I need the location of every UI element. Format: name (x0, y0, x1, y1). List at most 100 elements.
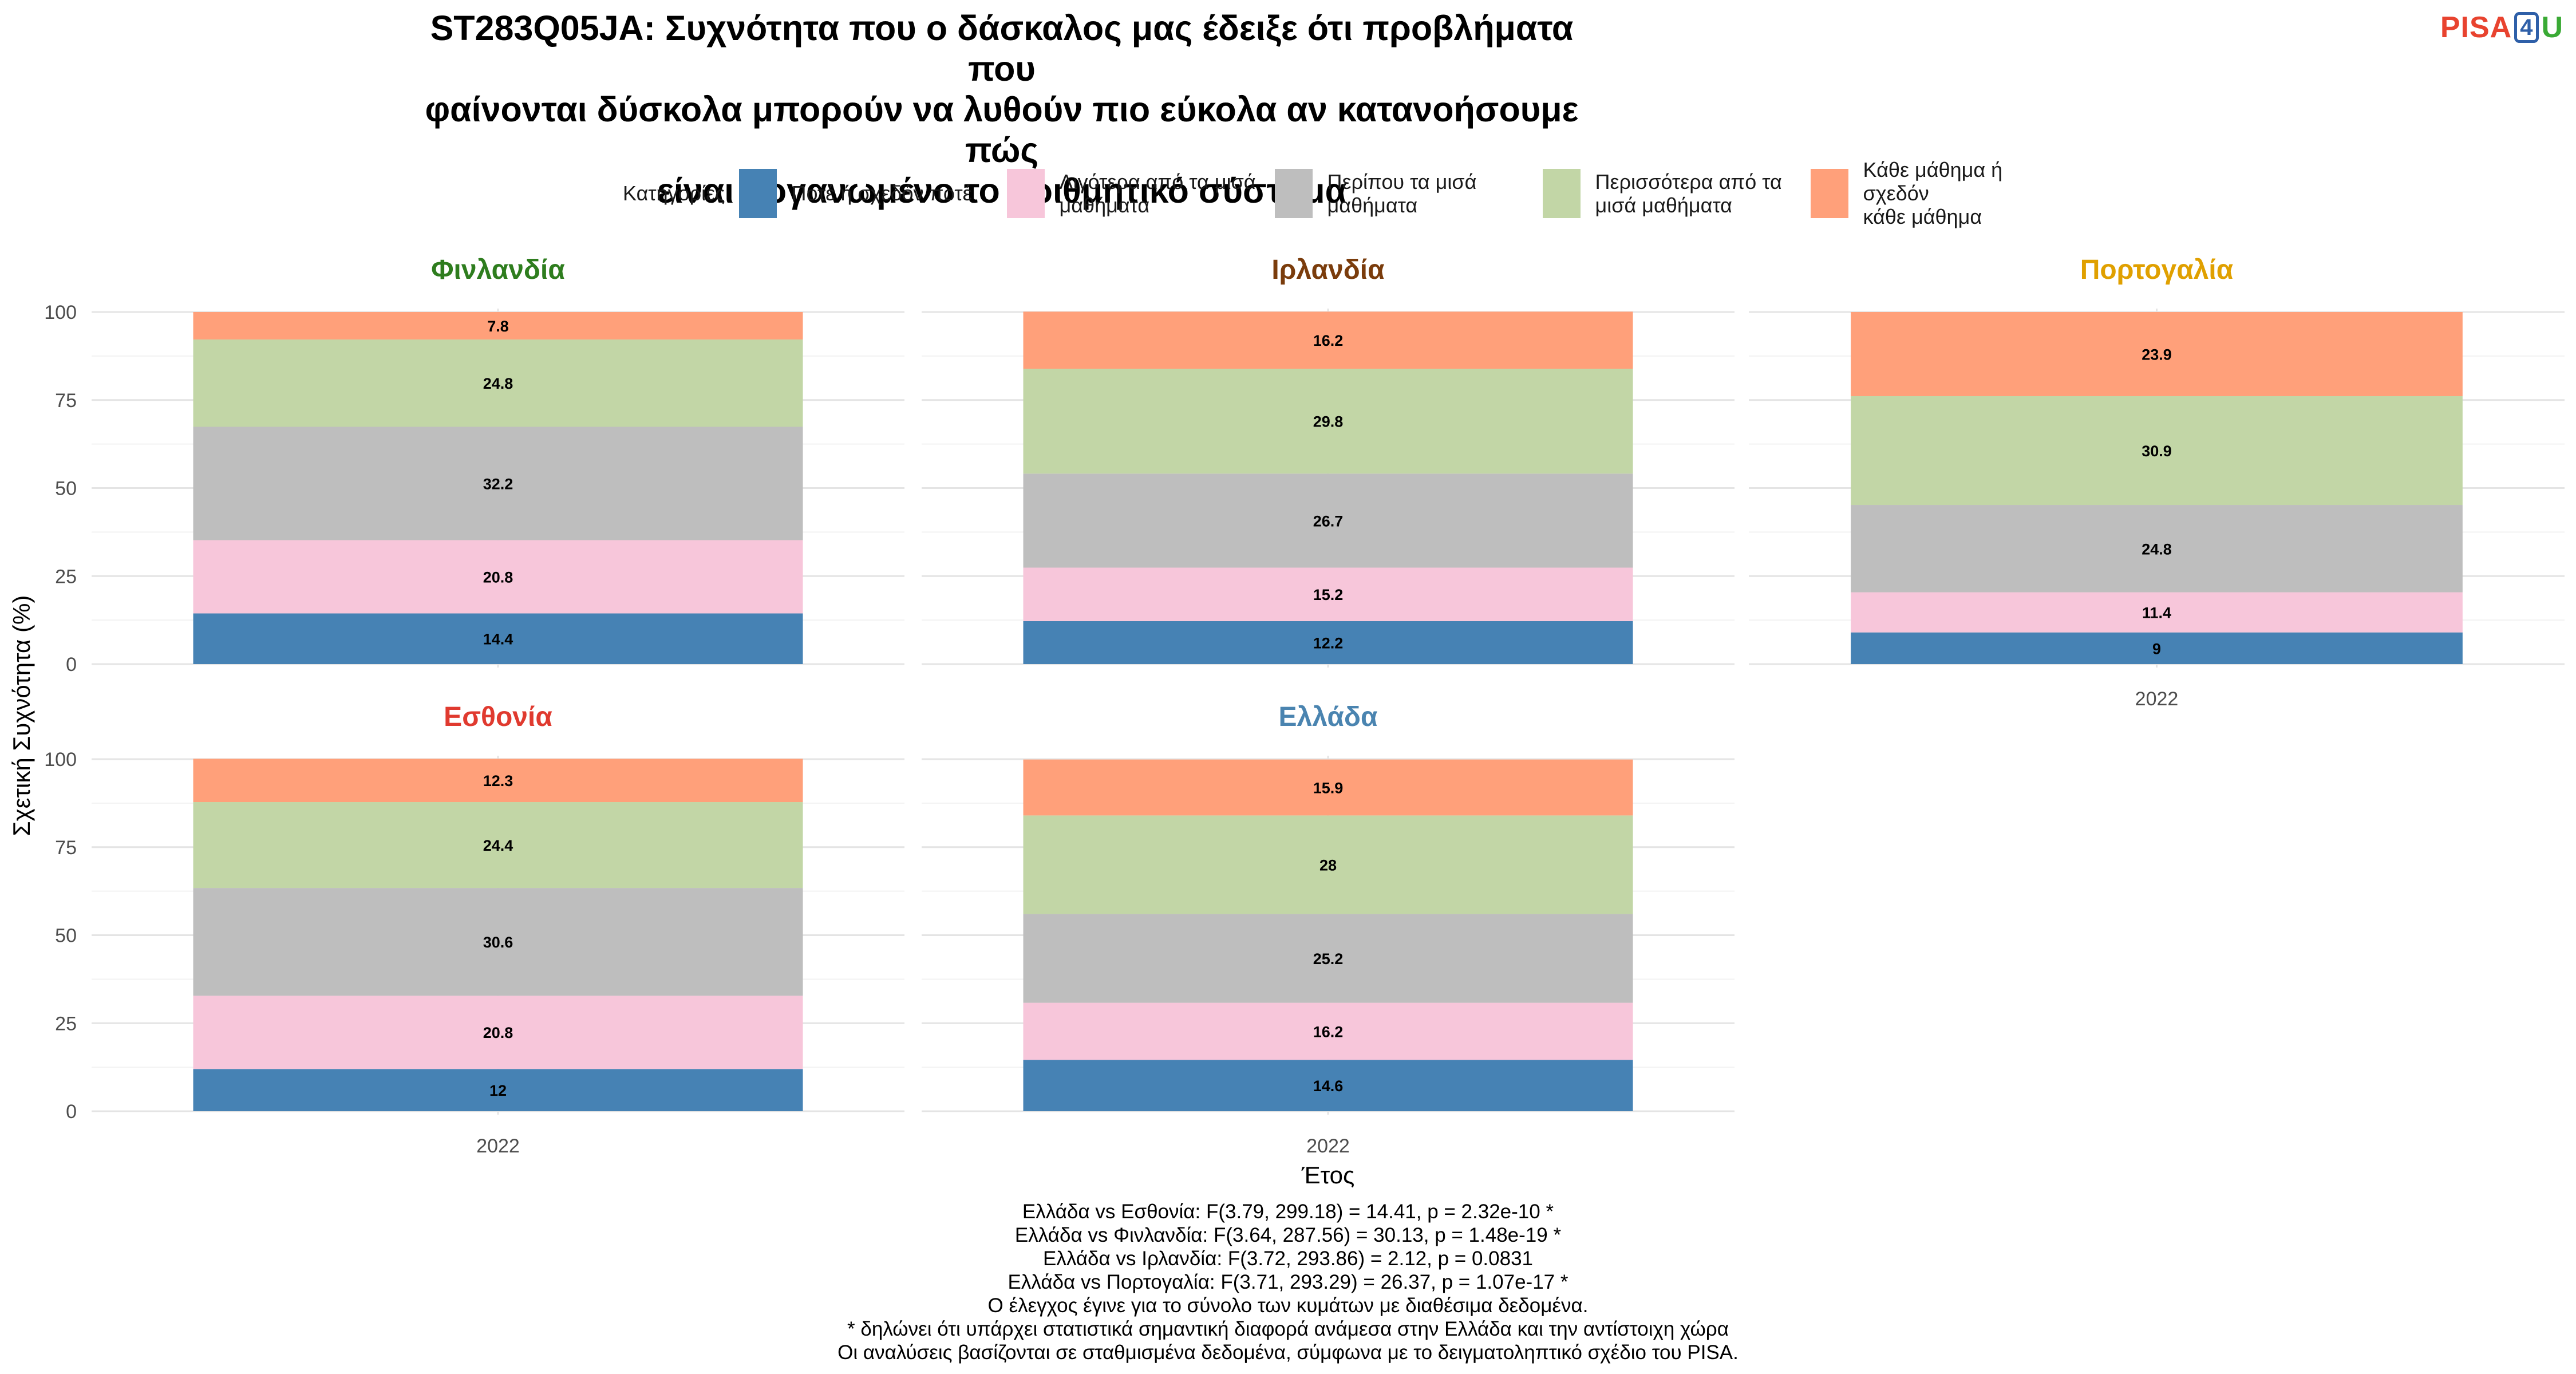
data-label: 26.7 (1313, 512, 1344, 530)
y-tick-label: 100 (44, 302, 77, 323)
x-tick-label: 2022 (2135, 688, 2179, 710)
y-tick-label: 0 (66, 654, 77, 676)
legend-item: Λιγότερα από τα μισά μαθήματα (1006, 168, 1266, 218)
pisa4u-logo: PISA 4 U (2440, 10, 2563, 45)
bar-segment (1023, 621, 1633, 664)
footnote-line: Ο έλεγχος έγινε για το σύνολο των κυμάτω… (987, 1294, 1589, 1317)
legend-swatch (1542, 168, 1581, 218)
bar-segment (193, 540, 803, 614)
legend-swatch (1274, 168, 1313, 218)
data-label: 24.4 (483, 837, 513, 854)
bar-segment (1851, 396, 2463, 506)
footnote-line: Ελλάδα vs Πορτογαλία: F(3.71, 293.29) = … (1008, 1271, 1568, 1293)
data-label: 25.2 (1313, 950, 1344, 968)
data-label: 23.9 (2142, 346, 2172, 363)
data-label: 32.2 (483, 476, 513, 493)
data-label: 12 (489, 1082, 507, 1099)
y-axis-title: Σχετική Συχνότητα (%) (8, 595, 35, 836)
legend-title: Κατηγορίες (623, 181, 725, 205)
bar-segment (1023, 815, 1633, 914)
data-label: 20.8 (483, 1024, 513, 1041)
panel-title: Εσθονία (444, 702, 552, 732)
y-tick-label: 25 (55, 566, 77, 587)
bar-segment (1023, 1060, 1633, 1111)
bar-segment (193, 1069, 803, 1111)
chart-title-line: φαίνονται δύσκολα μπορούν να λυθούν πιο … (425, 90, 1579, 169)
bar-segment (1023, 567, 1633, 621)
data-label: 15.9 (1313, 780, 1344, 797)
chart-panel: Εσθονία 0 25 50 75 100 12 20.8 30.6 24.4 12.3 2022 (44, 702, 904, 1157)
data-label: 20.8 (483, 568, 513, 586)
legend-item: Περίπου τα μισά μαθήματα (1274, 168, 1534, 218)
data-label: 14.4 (483, 631, 513, 648)
chart-panel: Πορτογαλία 9 11.4 24.8 30.9 23.9 2022 (1749, 255, 2565, 710)
legend-label: Περισσότερα από τα μισά μαθήματα (1595, 169, 1782, 217)
legend-swatch (738, 168, 777, 218)
bar-segment (193, 759, 803, 803)
bar-segment (1851, 505, 2463, 593)
x-axis-title: Έτος (1301, 1162, 1355, 1189)
bar-segment (1851, 592, 2463, 633)
data-label: 9 (2152, 640, 2161, 657)
legend-item: Περισσότερα από τα μισά μαθήματα (1542, 168, 1801, 218)
bar-segment (193, 312, 803, 339)
logo-text-four: 4 (2514, 12, 2539, 43)
data-label: 24.8 (483, 375, 513, 392)
footnote-line: Ελλάδα vs Εσθονία: F(3.79, 299.18) = 14.… (1022, 1201, 1554, 1223)
data-label: 16.2 (1313, 1023, 1344, 1040)
chart-panel: Ιρλανδία 12.2 15.2 26.7 29.8 16.2 (922, 255, 1735, 668)
footnote-line: * δηλώνει ότι υπάρχει στατιστικά σημαντι… (847, 1318, 1729, 1340)
data-label: 12.3 (483, 772, 513, 789)
x-tick-label: 2022 (1306, 1135, 1350, 1157)
panel-title: Ιρλανδία (1271, 255, 1385, 285)
bar-segment (193, 613, 803, 664)
legend-label: Λιγότερα από τα μισά μαθήματα (1059, 169, 1256, 217)
bar-segment (1023, 473, 1633, 568)
data-label: 14.6 (1313, 1077, 1344, 1095)
bar-segment (193, 339, 803, 427)
bar-segment (1023, 759, 1633, 816)
logo-text-pisa: PISA (2440, 11, 2512, 44)
chart-panel: Φινλανδία 0 25 50 75 100 14.4 20.8 32.2 24.8 7.8 (44, 255, 904, 676)
x-tick-label: 2022 (476, 1135, 520, 1157)
bar-segment (1023, 1002, 1633, 1060)
data-label: 15.2 (1313, 586, 1344, 603)
bar-segment (1851, 632, 2463, 664)
data-label: 24.8 (2142, 540, 2172, 558)
data-label: 11.4 (2142, 605, 2171, 622)
footnote-line: Ελλάδα vs Φινλανδία: F(3.64, 287.56) = 3… (1014, 1224, 1562, 1246)
bar-segment (193, 427, 803, 540)
bar-segment (193, 888, 803, 996)
legend-item: Κάθε μάθημα ή σχεδόν κάθε μάθημα (1810, 158, 2069, 228)
bar-segment (1851, 312, 2463, 396)
footnote-line: Οι αναλύσεις βασίζονται σε σταθμισμένα δ… (837, 1341, 1739, 1364)
legend-label: Περίπου τα μισά μαθήματα (1327, 169, 1477, 217)
legend: Κατηγορίες Ποτέ ή σχεδόν ποτέ Λιγότερα α… (623, 158, 2079, 228)
data-label: 30.6 (483, 934, 513, 951)
y-tick-label: 0 (66, 1101, 77, 1123)
y-tick-label: 50 (55, 478, 77, 500)
bar-segment (1023, 369, 1633, 474)
panel-title: Πορτογαλία (2080, 255, 2234, 285)
bar-segment (193, 996, 803, 1069)
data-label: 12.2 (1313, 634, 1344, 652)
legend-label: Ποτέ ή σχεδόν ποτέ (791, 181, 972, 205)
legend-swatch (1006, 168, 1045, 218)
y-tick-label: 25 (55, 1013, 77, 1035)
logo-text-u: U (2541, 11, 2563, 44)
data-label: 7.8 (487, 318, 509, 335)
panel-title: Φινλανδία (431, 255, 565, 285)
data-label: 28 (1319, 857, 1337, 874)
y-tick-label: 75 (55, 390, 77, 412)
data-label: 30.9 (2142, 443, 2172, 460)
y-tick-label: 100 (44, 749, 77, 771)
data-label: 29.8 (1313, 413, 1344, 431)
data-label: 16.2 (1313, 332, 1344, 349)
footnotes: Ελλάδα vs Εσθονία: F(3.79, 299.18) = 14.… (515, 1200, 2061, 1364)
bar-segment (1023, 311, 1633, 369)
y-tick-label: 50 (55, 925, 77, 947)
bar-segment (1023, 914, 1633, 1003)
legend-item: Ποτέ ή σχεδόν ποτέ (738, 168, 998, 218)
panel-title: Ελλάδα (1279, 702, 1378, 732)
